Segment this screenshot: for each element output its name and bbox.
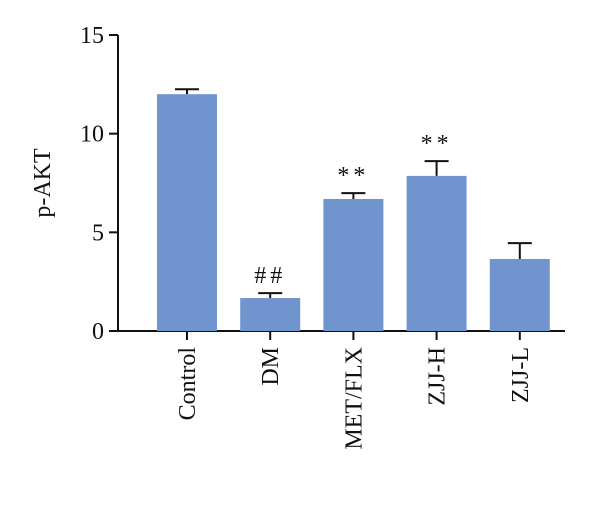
x-tick-label: ZJJ-L xyxy=(508,347,534,403)
annotation: ## xyxy=(254,263,286,289)
error-bar xyxy=(341,192,366,199)
error-bar xyxy=(258,292,283,299)
bar xyxy=(406,175,467,331)
bar xyxy=(489,258,550,331)
y-axis-label: p-AKT xyxy=(30,148,56,218)
bar xyxy=(323,198,384,331)
y-tick-label: 10 xyxy=(80,122,104,148)
bar xyxy=(157,94,217,331)
error-bar xyxy=(175,88,199,95)
x-tick-label: MET/FLX xyxy=(341,347,367,450)
x-tick-label: DM xyxy=(258,347,284,386)
x-tick-label: ZJJ-H xyxy=(425,347,451,406)
error-bar xyxy=(507,242,532,259)
annotation: ** xyxy=(337,163,369,189)
x-tick-label: Control xyxy=(175,347,201,421)
error-bar xyxy=(424,160,449,176)
y-tick-label: 15 xyxy=(80,23,104,49)
y-tick-label: 5 xyxy=(92,220,104,246)
annotation: ** xyxy=(421,131,453,157)
bar xyxy=(240,298,301,331)
y-tick-label: 0 xyxy=(92,319,104,345)
